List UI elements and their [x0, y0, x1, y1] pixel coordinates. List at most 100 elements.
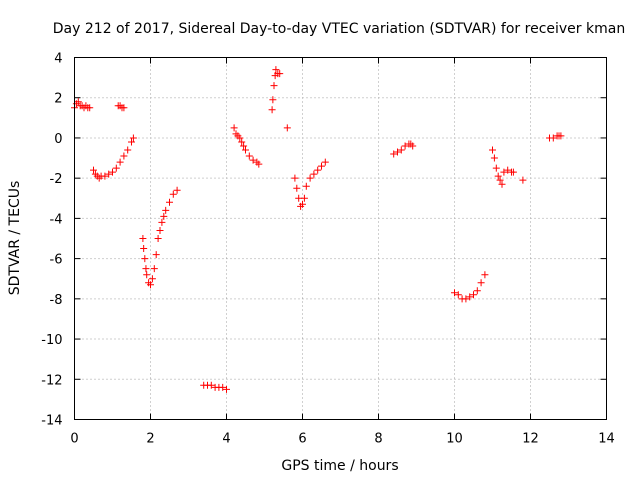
data-point [409, 142, 417, 150]
data-point [310, 170, 318, 178]
data-point [549, 134, 557, 142]
series-seg-2 [90, 134, 137, 182]
data-point [492, 164, 500, 172]
data-point [314, 166, 322, 174]
data-point [276, 70, 284, 78]
data-point [462, 295, 470, 303]
data-point [140, 245, 148, 253]
data-point [238, 138, 246, 146]
data-point [101, 172, 109, 180]
data-point [112, 164, 120, 172]
axis-ticks [74, 57, 607, 420]
data-point [496, 176, 504, 184]
data-point [321, 158, 329, 166]
data-point [466, 293, 474, 301]
data-point [397, 146, 405, 154]
series-seg-5 [200, 381, 230, 393]
data-point [557, 132, 565, 140]
data-point [299, 200, 306, 208]
series-seg-7 [268, 66, 284, 114]
data-point [401, 142, 409, 150]
series-seg-10 [390, 140, 417, 158]
data-point [269, 96, 277, 104]
data-point [268, 106, 276, 114]
data-point [306, 174, 314, 182]
x-tick-label: 14 [598, 432, 615, 447]
data-point [207, 381, 215, 389]
series-seg-12 [489, 146, 517, 188]
data-point [116, 158, 124, 166]
data-point [139, 235, 147, 242]
data-point [500, 168, 508, 176]
data-point [156, 226, 164, 234]
data-point [152, 251, 160, 259]
data-point [150, 265, 158, 273]
x-tick-label: 4 [222, 432, 230, 447]
data-point [394, 148, 401, 156]
y-tick-labels: -14 -12 -10 -8 -6 -4 -2 0 2 4 [41, 52, 62, 429]
data-points [71, 66, 565, 393]
y-tick-label: -4 [50, 212, 63, 227]
data-point [142, 265, 150, 273]
data-point [236, 134, 244, 142]
data-point [489, 146, 496, 154]
data-point [509, 168, 517, 176]
data-point [498, 180, 506, 188]
data-point [293, 184, 301, 192]
data-point [109, 168, 116, 176]
data-point [451, 289, 458, 297]
data-point [162, 206, 170, 214]
data-point [169, 190, 177, 198]
data-point [477, 279, 485, 287]
data-point [255, 160, 263, 168]
data-point [481, 271, 489, 279]
data-point [240, 142, 248, 150]
data-point [504, 166, 512, 174]
data-point [158, 218, 166, 226]
data-point [245, 152, 253, 160]
series-seg-13 [519, 176, 527, 184]
x-tick-label: 12 [522, 432, 539, 447]
y-tick-label: -2 [50, 172, 63, 187]
data-point [230, 124, 238, 132]
x-tick-label: 6 [298, 432, 306, 447]
data-point [90, 166, 97, 174]
data-point [300, 194, 308, 202]
data-point [160, 212, 168, 220]
data-point [141, 255, 149, 263]
series-seg-4 [139, 186, 181, 289]
grid-lines [74, 57, 607, 420]
data-point [143, 271, 151, 279]
data-point [249, 156, 257, 164]
data-point [490, 154, 498, 162]
data-point [390, 150, 398, 158]
y-tick-label: 4 [54, 52, 62, 67]
series-seg-11 [451, 271, 489, 303]
y-tick-label: -8 [50, 293, 63, 308]
series-seg-9 [291, 158, 329, 210]
y-tick-label: 2 [54, 92, 62, 107]
data-point [148, 275, 156, 283]
data-point [173, 186, 181, 194]
data-point [283, 124, 291, 132]
data-point [74, 98, 82, 106]
data-point [154, 235, 162, 242]
y-tick-label: -6 [50, 253, 63, 268]
data-point [124, 146, 132, 154]
y-tick-label: 0 [54, 132, 62, 147]
series-seg-3 [114, 102, 128, 112]
data-point [166, 198, 173, 206]
data-point [86, 104, 94, 112]
data-point [470, 291, 477, 299]
data-point [473, 287, 481, 295]
x-tick-label: 2 [146, 432, 154, 447]
data-point [219, 383, 227, 391]
data-point [223, 385, 230, 393]
data-point [270, 82, 278, 90]
x-tick-labels: 0 2 4 6 8 10 12 14 [70, 432, 614, 447]
data-point [302, 182, 310, 190]
x-tick-label: 8 [374, 432, 382, 447]
series-seg-14 [546, 132, 565, 142]
data-point [147, 281, 154, 289]
